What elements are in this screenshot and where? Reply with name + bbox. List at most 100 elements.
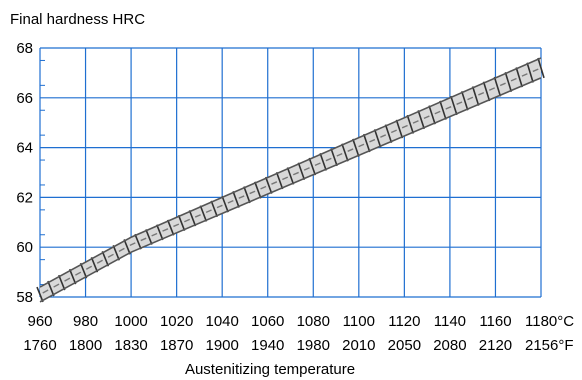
band-hatch [362, 133, 371, 153]
band-hatch [515, 67, 523, 88]
y-tick-label: 62 [16, 189, 33, 206]
x-tick-label-fahrenheit: 1800 [69, 337, 102, 354]
x-tick-label-celsius: 1060 [251, 313, 284, 330]
x-tick-label-fahrenheit: 1900 [205, 337, 238, 354]
chart-title: Final hardness HRC [10, 11, 145, 28]
x-tick-label-celsius: 1020 [160, 313, 193, 330]
band-hatch [79, 262, 88, 279]
band-centre-dash [478, 91, 485, 96]
band-hatch [232, 191, 240, 208]
band-centre-dash [401, 124, 408, 129]
band-hatch [199, 205, 208, 222]
band-centre-dash [42, 289, 49, 294]
band-hatch [504, 72, 513, 93]
band-hatch [319, 152, 327, 171]
x-tick-label-celsius: 1120 [388, 313, 420, 330]
x-tick-label-fahrenheit: 1870 [160, 337, 193, 354]
band-hatch [177, 214, 186, 231]
x-axis-label: Austenitizing temperature [185, 361, 355, 378]
band-centre-dash [271, 181, 278, 185]
band-centre-dash [162, 228, 169, 232]
band-hatch [493, 76, 502, 97]
band-fill [40, 57, 541, 302]
x-tick-label-celsius: 1000 [114, 313, 147, 330]
band-hatch [537, 57, 545, 79]
x-tick-label-fahrenheit: 2050 [388, 337, 421, 354]
band-centre-dash [260, 185, 267, 190]
band-centre-dash [282, 176, 289, 181]
x-tick-label-celsius: 1180°C [525, 313, 574, 330]
band-centre-dash [412, 120, 419, 124]
band-hatch [166, 219, 175, 236]
hardness-band [36, 57, 545, 303]
band-centre-dash [390, 129, 397, 134]
band-centre-dash [510, 77, 517, 82]
band-hatch [439, 100, 447, 120]
band-centre-dash [336, 153, 343, 157]
band-centre-dash [358, 143, 365, 148]
x-tick-label-fahrenheit: 1980 [297, 337, 330, 354]
band-hatch [145, 229, 153, 245]
band-hatch [286, 167, 295, 185]
band-centre-dash [151, 232, 158, 237]
band-centre-dash [521, 73, 528, 77]
band-hatch [308, 157, 317, 176]
band-centre-dash [445, 106, 452, 110]
band-hatch [297, 162, 306, 181]
y-tick-label: 60 [16, 239, 33, 256]
band-centre-dash [292, 171, 299, 176]
band-hatch [482, 81, 491, 102]
band-hatch [210, 200, 219, 218]
band-hatch [526, 62, 534, 83]
x-tick-label-fahrenheit: 1830 [114, 337, 147, 354]
band-centre-dash [64, 277, 71, 282]
band-hatch [243, 186, 251, 204]
band-hatch [254, 181, 262, 199]
x-tick-label-celsius: 960 [27, 313, 52, 330]
band-hatch [417, 110, 425, 130]
y-tick-label: 64 [16, 140, 33, 157]
band-centre-dash [85, 265, 93, 270]
band-centre-dash [380, 134, 387, 138]
band-centre-dash [249, 190, 256, 195]
band-hatch [134, 233, 142, 250]
band-hatch [264, 176, 273, 194]
x-tick-label-fahrenheit: 2010 [342, 337, 375, 354]
band-centre-dash [205, 209, 212, 214]
band-hatch [68, 268, 77, 285]
band-centre-dash [75, 271, 82, 276]
band-centre-dash [227, 199, 234, 204]
band-hatch [395, 119, 404, 139]
band-centre-dash [107, 253, 114, 258]
band-hatch [221, 195, 229, 213]
band-hatch [58, 274, 66, 291]
band-hatch [36, 286, 44, 303]
band-hatch [112, 245, 120, 261]
band-hatch [156, 224, 164, 241]
band-upper-edge [39, 57, 542, 288]
band-centre-dash [456, 101, 463, 105]
x-tick-label-fahrenheit: 2156°F [525, 337, 574, 354]
band-centre-dash [173, 223, 180, 228]
band-centre-dash [118, 247, 125, 252]
y-tick-label: 68 [16, 40, 33, 57]
band-centre-dash [314, 162, 321, 167]
band-hatch [123, 239, 131, 255]
x-tick-label-celsius: 1140 [434, 313, 466, 330]
band-hatch [47, 280, 55, 297]
band-centre-dash [325, 157, 332, 162]
x-tick-label-fahrenheit: 2120 [479, 337, 512, 354]
band-centre-dash [140, 237, 147, 242]
band-hatch [341, 143, 349, 162]
band-hatch [90, 256, 99, 273]
x-tick-label-fahrenheit: 1760 [23, 337, 56, 354]
band-hatch [352, 138, 360, 157]
band-centre-dash [499, 82, 506, 87]
band-centre-dash [216, 204, 223, 209]
band-centre-dash [434, 110, 441, 115]
band-hatch [406, 114, 415, 134]
x-tick-label-celsius: 1160 [479, 313, 511, 330]
band-centre-dash [238, 195, 245, 199]
band-centre-dash [303, 167, 310, 171]
